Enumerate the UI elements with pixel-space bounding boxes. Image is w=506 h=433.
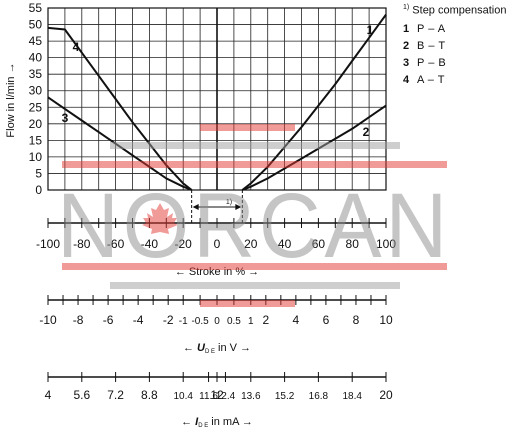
current-tick-label: 8.8 — [141, 388, 158, 402]
current-tick-label: 20 — [379, 388, 393, 402]
stroke-tick-label: -20 — [175, 237, 193, 251]
current-tick-label: 12.4 — [216, 391, 236, 402]
stroke-tick-label: -80 — [73, 237, 91, 251]
legend-item-text: P – B — [417, 57, 447, 70]
stroke-tick-label: 20 — [244, 237, 258, 251]
y-tick-label: 20 — [29, 117, 43, 131]
watermark-red-bar — [62, 263, 447, 270]
y-tick-label: 10 — [29, 150, 43, 164]
voltage-tick-label: -4 — [133, 313, 144, 327]
legend-title: 1) Step compensation — [403, 4, 506, 17]
legend-item-number: 3 — [403, 57, 410, 70]
series-label-2: 2 — [363, 125, 370, 139]
y-tick-label: 50 — [29, 18, 43, 32]
watermark-text: NORCAN — [57, 175, 451, 277]
voltage-tick-label: 0 — [214, 316, 220, 327]
y-tick-label: 15 — [29, 133, 43, 147]
stroke-tick-label: 60 — [312, 237, 326, 251]
series-label-3: 3 — [62, 111, 69, 125]
stroke-tick-label: 80 — [346, 237, 360, 251]
voltage-tick-label: -1 — [179, 316, 188, 327]
y-tick-label: 0 — [35, 183, 42, 197]
current-tick-label: 15.2 — [275, 391, 295, 402]
y-tick-label: 40 — [29, 51, 43, 65]
current-tick-label: 5.6 — [73, 388, 90, 402]
series-label-1: 1 — [367, 23, 374, 37]
watermark: NORCAN — [57, 124, 451, 307]
current-tick-label: 16.8 — [309, 391, 329, 402]
voltage-tick-label: 10 — [379, 313, 393, 327]
y-tick-label: 30 — [29, 84, 43, 98]
current-tick-label: 18.4 — [342, 391, 362, 402]
y-axis-title: Flow in l/min → — [5, 62, 17, 137]
voltage-axis-unit: in V → — [215, 342, 251, 354]
legend-item-4: 4 A – T — [403, 72, 505, 89]
deadband-arrowhead-left — [192, 204, 199, 210]
legend-item-1: 1 P – A — [403, 21, 505, 38]
stroke-tick-label: -100 — [36, 237, 60, 251]
legend-item-text: B – T — [417, 40, 446, 53]
watermark-grey-bar — [110, 142, 400, 149]
current-tick-label: 12 — [210, 388, 224, 402]
legend: 1) Step compensation 1 P – A 2 B – T 3 P – … — [403, 4, 506, 89]
series-line-2 — [241, 104, 387, 191]
series-label-4: 4 — [73, 40, 80, 54]
watermark-red-bar — [200, 124, 295, 131]
watermark-red-bar — [62, 161, 447, 168]
voltage-tick-label: 2 — [262, 313, 269, 327]
deadband-arrowhead-right — [235, 204, 242, 210]
voltage-tick-label: -8 — [73, 313, 84, 327]
legend-item-number: 2 — [403, 40, 410, 53]
voltage-axis-subscript: D E — [205, 349, 215, 355]
voltage-tick-label: -10 — [39, 313, 57, 327]
series-line-4 — [47, 26, 193, 191]
current-tick-label: 13.6 — [241, 391, 261, 402]
y-tick-label: 25 — [29, 100, 43, 114]
watermark-grey-bar — [110, 282, 400, 289]
voltage-axis-title: ← UD E in V → — [183, 342, 251, 355]
voltage-tick-label: 8 — [353, 313, 360, 327]
series-line-1 — [241, 14, 387, 191]
y-tick-label: 35 — [29, 67, 43, 81]
legend-item-2: 2 B – T — [403, 38, 505, 55]
current-tick-label: 11.6 — [199, 391, 218, 402]
voltage-tick-label: 1 — [248, 316, 254, 327]
voltage-tick-label: 0.5 — [227, 316, 241, 327]
y-tick-label: 55 — [29, 1, 43, 15]
current-axis-unit: in mA → — [208, 416, 253, 428]
voltage-axis-variable: U — [197, 342, 206, 354]
stroke-tick-label: 40 — [278, 237, 292, 251]
legend-item-text: A – T — [417, 74, 445, 87]
legend-item-3: 3 P – B — [403, 55, 505, 72]
voltage-tick-label: -6 — [103, 313, 114, 327]
voltage-tick-label: 6 — [323, 313, 330, 327]
current-tick-label: 7.2 — [107, 388, 124, 402]
stroke-tick-label: 100 — [376, 237, 396, 251]
maple-leaf-icon — [142, 203, 178, 234]
stroke-tick-label: -60 — [107, 237, 125, 251]
y-tick-label: 45 — [29, 34, 43, 48]
current-axis-variable: I — [195, 416, 199, 428]
series-line-3 — [47, 96, 193, 191]
stroke-tick-label: -40 — [141, 237, 159, 251]
y-tick-label: 5 — [35, 166, 42, 180]
legend-title-note: 1) — [403, 4, 410, 11]
deadband-label: 1) — [226, 199, 232, 206]
legend-item-text: P – A — [417, 23, 446, 36]
legend-title-text: Step compensation — [412, 4, 506, 17]
current-axis-title: ← ID E in mA → — [181, 416, 253, 429]
legend-item-number: 4 — [403, 74, 410, 87]
voltage-tick-label: -2 — [163, 313, 174, 327]
current-tick-label: 4 — [45, 388, 52, 402]
current-tick-label: 10.4 — [173, 391, 193, 402]
current-axis-subscript: D E — [198, 423, 208, 429]
voltage-tick-label: -0.5 — [191, 316, 209, 327]
stroke-tick-label: 0 — [214, 237, 221, 251]
legend-item-number: 1 — [403, 23, 410, 36]
watermark-red-bar — [200, 300, 295, 307]
voltage-tick-label: 4 — [293, 313, 300, 327]
